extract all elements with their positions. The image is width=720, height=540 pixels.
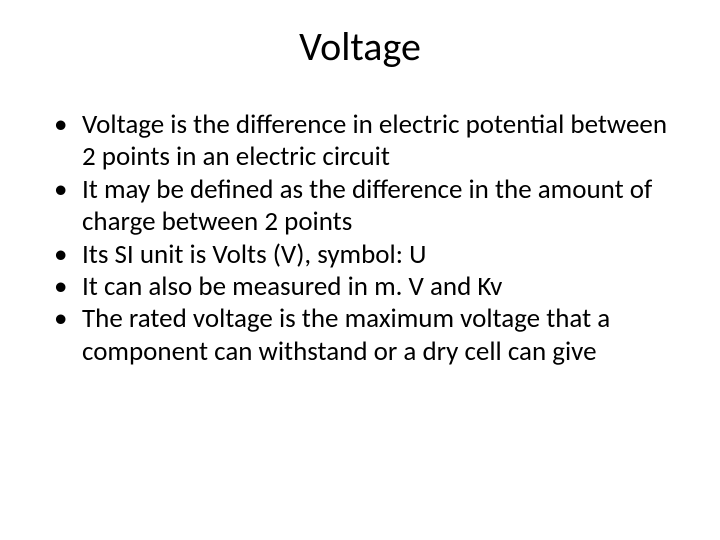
slide-title: Voltage [40,22,680,71]
bullet-item: Its SI unit is Volts (V), symbol: U [54,239,680,271]
slide: Voltage Voltage is the difference in ele… [0,0,720,540]
bullet-item: It can also be measured in m. V and Kv [54,271,680,303]
bullet-item: The rated voltage is the maximum voltage… [54,303,680,368]
slide-content: Voltage is the difference in electric po… [40,109,680,368]
bullet-list: Voltage is the difference in electric po… [54,109,680,368]
bullet-item: It may be defined as the difference in t… [54,174,680,239]
bullet-item: Voltage is the difference in electric po… [54,109,680,174]
